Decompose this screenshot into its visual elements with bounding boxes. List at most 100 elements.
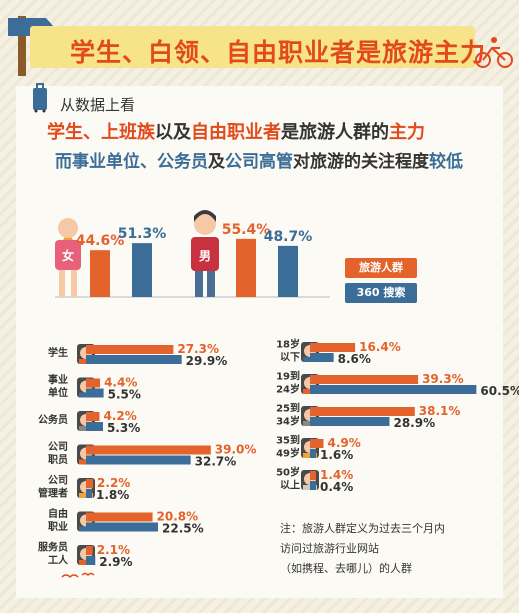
- bar-search: [310, 481, 316, 490]
- value-travel: 38.1%: [419, 404, 461, 418]
- gender-label: 男: [199, 249, 211, 263]
- headline-segment: 学生、上班族: [47, 122, 155, 143]
- value-search: 1.8%: [96, 488, 129, 502]
- category-label: 35到: [276, 434, 300, 447]
- category-label: 公务员: [38, 413, 68, 426]
- value-search: 1.6%: [320, 448, 353, 462]
- gender-value-travel: 55.4%: [222, 222, 271, 238]
- value-travel: 1.4%: [320, 468, 353, 482]
- category-label: 25到: [276, 402, 300, 415]
- header: 学生、白领、自由职业者是旅游主力: [0, 16, 519, 76]
- bar-travel: [86, 479, 94, 488]
- value-search: 0.4%: [320, 480, 353, 494]
- headline-segment: 而事业单位、公务员: [55, 152, 208, 172]
- value-travel: 20.8%: [157, 510, 199, 524]
- gender-value-search: 51.3%: [118, 226, 167, 242]
- legend-travel: 旅游人群: [345, 258, 417, 278]
- value-search: 22.5%: [162, 522, 204, 536]
- female-leg-icon: [71, 270, 77, 297]
- category-label: 服务员: [38, 541, 68, 554]
- bar-search: [310, 385, 477, 394]
- value-search: 8.6%: [338, 352, 371, 366]
- male-hair-icon: [194, 210, 216, 222]
- note-line-3: （如携程、去哪儿）的人群: [280, 562, 412, 575]
- value-search: 2.9%: [99, 555, 132, 569]
- headline-line-2: 而事业单位、公务员及公司高管对旅游的关注程度较低: [55, 147, 463, 172]
- value-travel: 4.9%: [327, 436, 360, 450]
- bar-search: [310, 449, 316, 458]
- bar-travel: [86, 546, 93, 555]
- category-label: 公司: [48, 475, 68, 487]
- category-label: 18岁: [276, 338, 300, 351]
- category-label: 工人: [48, 554, 69, 567]
- category-label: 50岁: [276, 466, 300, 479]
- category-label: 19到: [276, 370, 300, 383]
- value-search: 5.3%: [107, 421, 140, 435]
- bar-travel: [86, 412, 100, 421]
- bar-search: [310, 353, 334, 362]
- bar-travel: [86, 445, 211, 455]
- note-line-2: 访问过旅游行业网站: [280, 542, 379, 555]
- page-title: 学生、白领、自由职业者是旅游主力: [70, 38, 487, 67]
- bar-search: [310, 417, 390, 426]
- bicycle-icon: [475, 37, 513, 68]
- value-search: 28.9%: [393, 416, 435, 430]
- gender-bar-search: [278, 245, 298, 297]
- male-body-icon: [191, 237, 219, 271]
- headline-segment: 对旅游的关注程度: [293, 152, 429, 172]
- bar-search: [86, 522, 158, 532]
- headline-segment: 以及: [155, 122, 191, 143]
- value-travel: 2.1%: [97, 543, 130, 557]
- gender-label: 女: [62, 248, 74, 263]
- category-label: 职业: [48, 520, 68, 533]
- male-leg-icon: [207, 271, 215, 297]
- bar-travel: [310, 471, 316, 480]
- value-search: 29.9%: [186, 354, 228, 368]
- bar-search: [86, 388, 104, 398]
- legend-search: 360 搜索: [345, 283, 417, 303]
- bar-travel: [86, 345, 174, 354]
- headline-line-1: 学生、上班族以及自由职业者是旅游人群的主力: [47, 118, 425, 144]
- headline-segment: 是旅游人群的: [281, 122, 389, 143]
- category-label: 职员: [48, 454, 68, 466]
- value-travel: 39.3%: [422, 372, 464, 386]
- gender-bar-travel: [90, 250, 110, 297]
- female-body-icon: [55, 240, 81, 270]
- bar-search: [86, 556, 96, 565]
- male-leg-icon: [195, 271, 203, 297]
- gender-bar-travel: [236, 238, 256, 297]
- bar-search: [86, 455, 191, 465]
- category-label: 公司: [48, 441, 68, 453]
- bar-travel: [310, 439, 324, 448]
- category-label: 管理者: [38, 487, 68, 500]
- category-label: 学生: [48, 346, 68, 359]
- bar-travel: [86, 378, 101, 388]
- value-travel: 2.2%: [97, 476, 130, 490]
- female-leg-icon: [59, 270, 65, 297]
- title-banner: [30, 26, 475, 68]
- bar-search: [86, 489, 92, 498]
- value-travel: 39.0%: [215, 443, 257, 457]
- headline-segment: 主力: [389, 122, 425, 143]
- headline-segment: 较低: [429, 152, 463, 172]
- category-label: 24岁: [276, 383, 300, 396]
- gender-value-travel: 44.6%: [76, 233, 125, 249]
- female-head-icon: [58, 218, 78, 238]
- headline-segment: 及: [208, 152, 225, 172]
- gender-value-search: 48.7%: [264, 229, 313, 245]
- note-line-1: 注：旅游人群定义为过去三个月内: [280, 522, 445, 535]
- gender-bar-search: [132, 243, 152, 297]
- value-search: 5.5%: [108, 388, 141, 402]
- intro-text: 从数据上看: [60, 96, 136, 114]
- bar-search: [86, 355, 182, 364]
- bar-travel: [86, 512, 153, 522]
- value-search: 60.5%: [480, 384, 519, 398]
- bar-travel: [310, 375, 419, 384]
- bar-search: [86, 422, 103, 431]
- headline-segment: 自由职业者: [191, 122, 281, 143]
